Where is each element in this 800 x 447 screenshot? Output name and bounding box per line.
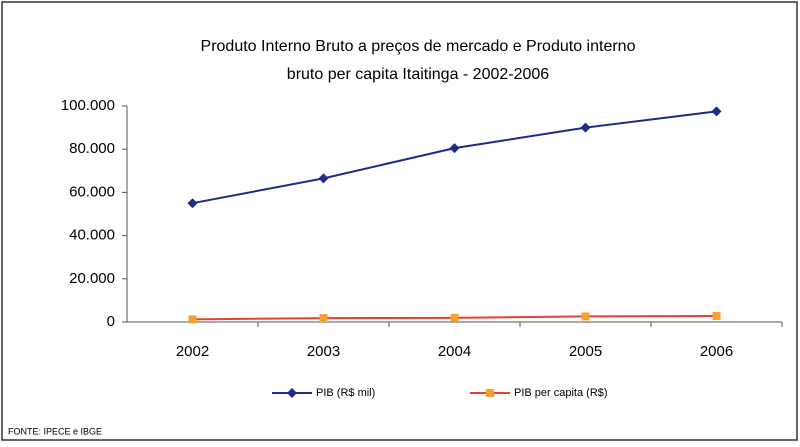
y-tick-label: 60.000 bbox=[69, 183, 115, 200]
data-point bbox=[450, 313, 459, 322]
legend-label: PIB per capita (R$) bbox=[514, 387, 608, 399]
x-tick-label: 2003 bbox=[307, 343, 340, 360]
y-tick-label: 20.000 bbox=[69, 270, 115, 287]
y-tick-label: 40.000 bbox=[69, 227, 115, 244]
x-tick-label: 2005 bbox=[569, 343, 602, 360]
data-point bbox=[319, 314, 328, 323]
series-line bbox=[192, 110, 717, 205]
legend-label: PIB (R$ mil) bbox=[316, 387, 375, 399]
data-point bbox=[187, 198, 198, 209]
data-point bbox=[318, 173, 329, 184]
x-tick-label: 2002 bbox=[176, 343, 209, 360]
data-point bbox=[188, 315, 197, 324]
data-point bbox=[449, 143, 460, 154]
chart-title: bruto per capita Itaitinga - 2002-2006 bbox=[287, 66, 550, 83]
data-point bbox=[711, 106, 722, 117]
y-tick-label: 100.000 bbox=[61, 97, 115, 114]
x-tick-label: 2004 bbox=[438, 343, 471, 360]
source-note: FONTE: IPECE e IBGE bbox=[8, 426, 102, 436]
legend-marker bbox=[287, 388, 297, 398]
legend-marker bbox=[486, 389, 494, 397]
x-tick-label: 2006 bbox=[700, 343, 733, 360]
y-tick-label: 80.000 bbox=[69, 140, 115, 157]
y-tick-label: 0 bbox=[107, 313, 115, 330]
data-point bbox=[580, 122, 591, 133]
data-point bbox=[581, 312, 590, 321]
data-point bbox=[712, 311, 721, 320]
chart-title: Produto Interno Bruto a preços de mercad… bbox=[201, 38, 636, 55]
